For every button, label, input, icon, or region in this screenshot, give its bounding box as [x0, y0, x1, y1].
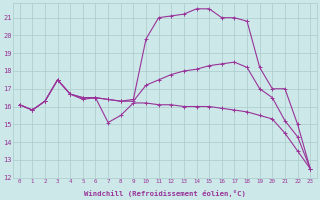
- X-axis label: Windchill (Refroidissement éolien,°C): Windchill (Refroidissement éolien,°C): [84, 190, 246, 197]
